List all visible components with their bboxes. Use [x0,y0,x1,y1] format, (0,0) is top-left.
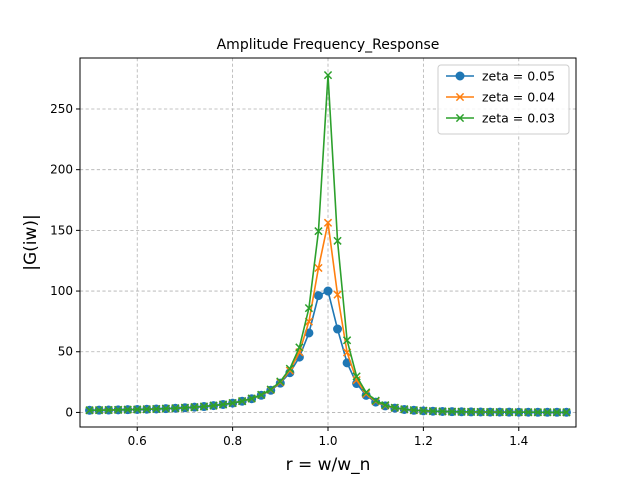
y-tick-label: 0 [65,405,73,419]
legend: zeta = 0.05 zeta = 0.04 zeta = 0.03 [437,64,570,135]
series-3-point [409,406,418,415]
plot-series [85,70,571,417]
series-3-point [218,400,228,409]
series-3-point [342,336,352,345]
series-3-point [333,236,342,245]
series-3-point [285,364,294,373]
legend-label: zeta = 0.03 [482,111,555,126]
series-3-point [104,405,113,415]
series-3-point [171,404,180,413]
x-tick-label: 0.8 [223,434,242,448]
series-3-point [209,401,218,410]
x-axis-label: r = w/w_n [286,455,371,475]
x-tick-label: 0.6 [128,434,147,448]
series-3-point [438,407,447,416]
series-3-point [257,390,266,399]
series-3-point [323,70,333,80]
x-tick-label: 1.2 [414,434,433,448]
series-3-point [352,372,361,381]
series-3-point [552,408,562,417]
series-3-point [266,385,275,394]
series-3-point [304,303,314,313]
y-axis-label: |G(iw)| [21,214,41,271]
legend-label: zeta = 0.05 [482,69,555,84]
legend-box [437,64,570,135]
series-3 [85,70,571,417]
y-tick-label: 250 [50,102,73,116]
series-3-point [114,405,123,414]
series-2-point [352,375,361,385]
series-3-point [524,408,533,417]
series-3-point [199,402,209,411]
y-tick-label: 100 [50,284,73,298]
chart-title: Amplitude Frequency_Response [217,37,440,53]
series-3-point [371,396,380,405]
series-3-point [161,404,170,413]
series-2-point [314,263,323,273]
series-3-point [228,398,237,408]
series-3-point [562,408,571,417]
series-3-point [247,394,256,403]
legend-item: zeta = 0.04 [446,90,555,105]
legend-marker-point [455,71,465,81]
legend-marker-point [455,113,465,123]
series-3-point [276,377,285,386]
series-3-point [457,407,466,416]
axis-ticks: 0.6 0.8 1.0 1.2 1.4 0 50 100 150 200 250 [50,102,528,448]
series-3-point [533,408,542,417]
series-3-point [362,388,371,397]
x-tick-label: 1.0 [318,434,337,448]
series-3-point [447,407,457,416]
y-tick-label: 200 [50,163,73,177]
series-3-point [152,404,161,414]
series-3-point [495,407,504,417]
series-3-point [314,227,323,236]
legend-marker-point [455,92,465,102]
series-3-point [238,397,247,406]
series-3-point [390,403,399,412]
series-3-point [419,406,428,415]
series-3-point [85,406,94,415]
series-1-point [333,324,343,334]
series-3-point [142,405,151,414]
series-3-point [428,407,438,416]
x-tick-label: 1.4 [509,434,528,448]
series-3-point [466,407,476,417]
series-2-point [362,389,371,399]
series-3-point [180,403,190,412]
legend-label: zeta = 0.04 [482,90,555,105]
series-3-point [94,406,104,415]
series-3-point [400,405,409,414]
series-3-point [543,408,552,417]
series-1-point [323,286,333,296]
series-3-point [476,407,485,417]
y-tick-label: 150 [50,223,73,237]
legend-item: zeta = 0.05 [446,69,555,84]
series-1-point [313,291,323,301]
series-3-point [486,407,495,417]
y-tick-label: 50 [58,345,73,359]
series-2-point [323,218,333,227]
series-3-point [190,403,199,412]
series-3-point [295,343,304,352]
series-3-point [133,405,142,414]
legend-item: zeta = 0.03 [446,111,555,126]
series-3-point [505,408,514,417]
series-3-point [514,408,523,417]
series-3-point [123,405,132,414]
series-3-point [381,401,390,410]
series-2-point [333,290,342,299]
